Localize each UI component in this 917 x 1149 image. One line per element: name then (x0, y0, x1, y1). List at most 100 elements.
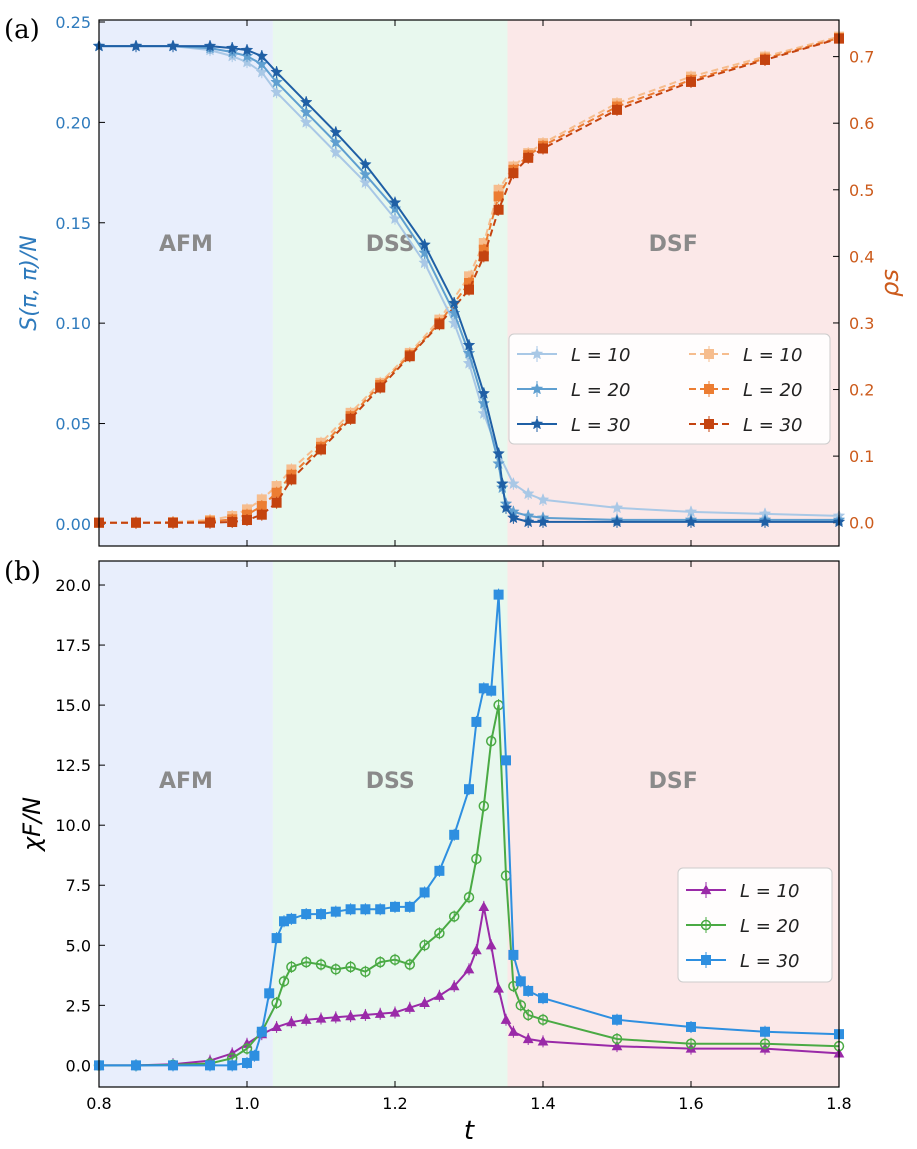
data-point (515, 976, 526, 987)
data-point (464, 284, 474, 295)
panel-a-frame (98, 19, 840, 547)
data-point (404, 351, 415, 362)
data-point (522, 1033, 534, 1044)
data-point (316, 909, 326, 920)
data-point (203, 39, 217, 52)
data-point (129, 39, 143, 52)
y-tick-label: 0.15 (55, 214, 91, 233)
y-tick-label: 0.25 (55, 13, 91, 32)
y-tick-label: 0.5 (849, 181, 874, 200)
data-point (499, 501, 513, 514)
data-point (610, 501, 624, 514)
data-point (329, 125, 343, 138)
data-point (500, 1014, 512, 1024)
y-tick-label: 5.0 (66, 936, 91, 955)
data-point (404, 901, 415, 912)
data-point (330, 906, 341, 917)
data-point (685, 1038, 697, 1050)
data-point (434, 319, 445, 330)
y-tick-label: 20.0 (55, 576, 91, 595)
data-point (447, 296, 461, 309)
legend-marker (704, 419, 714, 429)
y-tick-label: 0.10 (55, 314, 91, 333)
panel-a-right-ylabel: ρs (876, 269, 904, 297)
legend-marker (530, 347, 544, 360)
data-point (418, 246, 431, 259)
data-point (508, 1026, 519, 1036)
data-point (329, 145, 343, 158)
legend-label: L = 30 (740, 951, 799, 972)
data-point (521, 487, 535, 500)
legend-marker (530, 382, 544, 395)
legend-label: L = 30 (743, 415, 802, 436)
region-label-afm: AFM (159, 769, 213, 794)
data-point (271, 933, 282, 944)
panel-b-legend: L = 10 L = 20 L = 30 (677, 867, 833, 983)
data-point (374, 956, 386, 968)
data-point (759, 1038, 771, 1050)
data-point (463, 963, 475, 974)
data-point (449, 829, 460, 840)
data-point (536, 493, 550, 506)
region-band-dss (272, 561, 508, 1087)
data-point (537, 1035, 549, 1046)
data-point (448, 911, 460, 922)
data-point (242, 1057, 252, 1068)
legend-label: L = 30 (571, 415, 630, 436)
data-point (515, 1000, 527, 1011)
legend-marker (700, 884, 712, 895)
data-point (329, 135, 343, 148)
data-point (375, 904, 386, 915)
data-point (389, 1007, 401, 1017)
y-tick-label: 0.2 (849, 381, 874, 400)
data-point (299, 115, 313, 128)
data-point (418, 238, 431, 251)
legend-box (677, 867, 833, 983)
legend-marker (704, 384, 714, 394)
region-label-dsf: DSF (649, 232, 698, 257)
y-tick-label: 0.1 (849, 447, 874, 466)
data-point (471, 716, 482, 727)
legend-label: L = 20 (743, 380, 802, 401)
data-point (493, 191, 504, 202)
data-point (227, 517, 238, 528)
y-tick-label: 7.5 (66, 876, 91, 895)
data-point (271, 997, 282, 1009)
data-point (522, 1009, 534, 1021)
x-tick-label: 1.4 (530, 1094, 555, 1113)
data-point (477, 396, 491, 409)
y-tick-label: 0.00 (55, 515, 91, 534)
data-point (388, 196, 402, 209)
legend-box (508, 333, 831, 445)
y-tick-label: 0.6 (849, 114, 874, 133)
data-point (536, 515, 550, 528)
data-point (485, 735, 497, 747)
panel-b-label: (b) (4, 557, 41, 587)
data-point (359, 167, 372, 180)
legend-marker (530, 417, 544, 430)
data-point (270, 65, 283, 78)
y-tick-label: 0.0 (66, 1056, 91, 1075)
data-point (477, 386, 491, 399)
data-point (492, 457, 505, 470)
panel-a: AFM DSS DSF 0.000.050.100.150.200.25 0.00.… (4, 13, 904, 547)
data-point (375, 382, 386, 393)
data-point (360, 904, 371, 915)
data-point (242, 515, 252, 526)
data-point (686, 1021, 696, 1032)
y-tick-label: 0.3 (849, 314, 874, 333)
data-point (374, 1008, 386, 1018)
legend-marker (701, 955, 711, 965)
data-point (538, 143, 548, 154)
data-point (758, 515, 772, 528)
legend-label: L = 10 (571, 345, 630, 366)
data-point (301, 909, 312, 920)
data-point (271, 1021, 282, 1032)
data-point (486, 685, 497, 696)
data-point (256, 1026, 267, 1037)
data-point (227, 1060, 238, 1071)
data-point (131, 517, 141, 528)
data-point (507, 511, 520, 524)
data-point (478, 251, 489, 262)
region-band-dsf (507, 20, 839, 546)
